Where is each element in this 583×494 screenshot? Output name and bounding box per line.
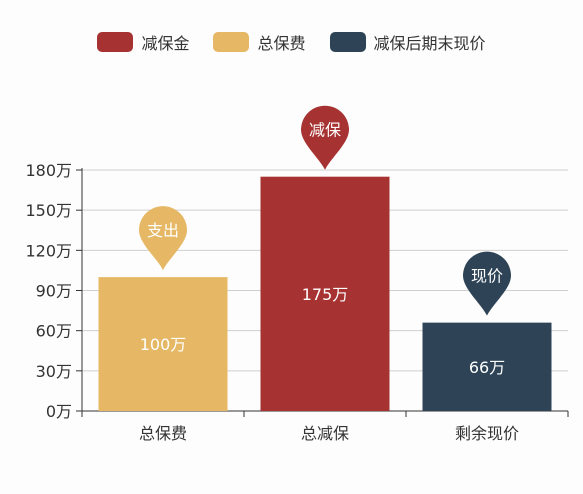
marker-pin	[301, 105, 349, 170]
y-tick-label: 60万	[36, 322, 72, 341]
y-tick-label: 0万	[46, 402, 72, 421]
legend-swatch-remaining-value	[329, 32, 366, 52]
y-tick-label: 120万	[25, 241, 72, 260]
x-tick-label: 总保费	[139, 424, 187, 443]
legend-swatch-withdrawal	[97, 32, 134, 52]
bar	[260, 176, 390, 411]
bar-value-label: 100万	[140, 335, 187, 354]
bar-value-label: 66万	[469, 358, 505, 377]
marker-pin	[139, 206, 187, 271]
legend-swatch-total-premium	[213, 32, 250, 52]
marker-label: 减保	[309, 121, 341, 140]
bar	[422, 322, 552, 411]
legend-label-remaining-value: 减保后期末现价	[373, 34, 486, 53]
legend-item-remaining-value[interactable]: 减保后期末现价	[329, 30, 486, 54]
y-tick-label: 90万	[36, 282, 72, 301]
chart-legend: 减保金 总保费 减保后期末现价	[0, 30, 583, 54]
x-tick-label: 总减保	[301, 424, 349, 443]
bar-value-label: 175万	[302, 285, 349, 304]
legend-item-total-premium[interactable]: 总保费	[213, 30, 306, 54]
marker-label: 现价	[471, 267, 503, 286]
y-tick-label: 30万	[36, 362, 72, 381]
legend-label-total-premium: 总保费	[257, 34, 306, 53]
marker-label: 支出	[147, 221, 179, 240]
legend-label-withdrawal: 减保金	[141, 34, 190, 53]
y-tick-label: 150万	[25, 201, 72, 220]
legend-item-withdrawal[interactable]: 减保金	[97, 30, 189, 54]
x-tick-label: 剩余现价	[455, 424, 519, 443]
bar	[98, 277, 228, 411]
y-tick-label: 180万	[25, 161, 72, 180]
marker-pin	[463, 251, 511, 316]
